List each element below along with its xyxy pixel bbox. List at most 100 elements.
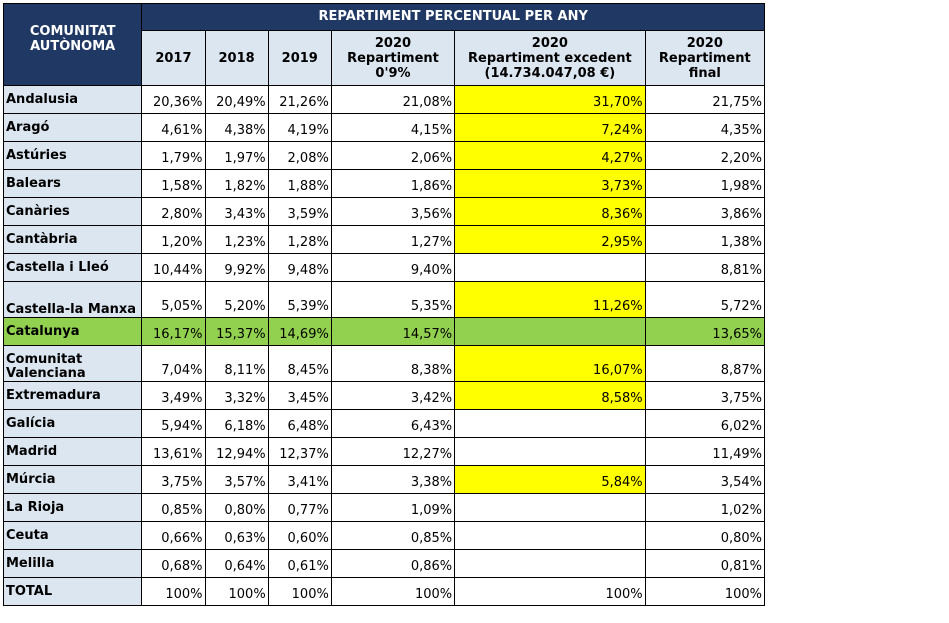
value-cell: 100%: [204, 577, 269, 606]
region-name: Cantàbria: [2, 225, 143, 254]
table-row: Castella-la Manxa 5,05% 5,20% 5,39% 5,35% 11,…: [2, 281, 766, 318]
region-name: Melilla: [2, 549, 143, 578]
value-cell: 4,15%: [330, 113, 456, 142]
value-cell: 5,20%: [204, 281, 269, 318]
value-cell: 4,27%: [454, 141, 646, 170]
value-cell: 5,84%: [454, 465, 646, 494]
value-cell: [454, 521, 646, 550]
value-cell: 0,86%: [330, 549, 456, 578]
value-cell: 13,61%: [141, 437, 206, 466]
value-cell: 4,38%: [204, 113, 269, 142]
value-cell: 2,20%: [644, 141, 766, 170]
column-header-line: 2020: [531, 35, 568, 51]
region-name: Catalunya: [2, 317, 143, 346]
value-cell: 1,28%: [267, 225, 332, 254]
value-cell: 1,97%: [204, 141, 269, 170]
value-cell: 0,80%: [644, 521, 766, 550]
table-row: Madrid 13,61% 12,94% 12,37% 12,27% 11,49%: [2, 437, 766, 466]
value-cell: 100%: [644, 577, 766, 606]
table-row: Andalusia 20,36% 20,49% 21,26% 21,08% 31,70% 2…: [2, 85, 766, 114]
value-cell: 4,61%: [141, 113, 206, 142]
region-name: Castella i Lleó: [2, 253, 143, 282]
value-cell: 5,72%: [644, 281, 766, 318]
value-cell: 5,35%: [330, 281, 456, 318]
value-cell: 13,65%: [644, 317, 766, 346]
value-cell: 1,88%: [267, 169, 332, 198]
column-header-3: 2020 Repartiment 0'9%: [330, 30, 456, 86]
value-cell: 1,09%: [330, 493, 456, 522]
value-cell: 9,48%: [267, 253, 332, 282]
table-row: Cantàbria 1,20% 1,23% 1,28% 1,27% 2,95% 1,38%: [2, 225, 766, 254]
value-cell: 3,75%: [141, 465, 206, 494]
value-cell: 8,38%: [330, 345, 456, 382]
table-row: La Rioja 0,85% 0,80% 0,77% 1,09% 1,02%: [2, 493, 766, 522]
value-cell: 3,86%: [644, 197, 766, 226]
region-name: Balears: [2, 169, 143, 198]
column-header-5: 2020 Repartiment final: [644, 30, 766, 86]
value-cell: 3,54%: [644, 465, 766, 494]
region-name: Galícia: [2, 409, 143, 438]
value-cell: 1,82%: [204, 169, 269, 198]
column-header-line: Repartiment: [347, 50, 439, 66]
value-cell: 20,36%: [141, 85, 206, 114]
column-header-0: 2017: [141, 30, 206, 86]
table-row: Astúries 1,79% 1,97% 2,08% 2,06% 4,27% 2,20%: [2, 141, 766, 170]
region-name: Ceuta: [2, 521, 143, 550]
value-cell: 6,02%: [644, 409, 766, 438]
column-header-line: 2020: [686, 35, 723, 51]
value-cell: 1,38%: [644, 225, 766, 254]
value-cell: [454, 437, 646, 466]
value-cell: 3,73%: [454, 169, 646, 198]
value-cell: 100%: [330, 577, 456, 606]
value-cell: 10,44%: [141, 253, 206, 282]
region-name: Múrcia: [2, 465, 143, 494]
table-row: Canàries 2,80% 3,43% 3,59% 3,56% 8,36% 3,86%: [2, 197, 766, 226]
region-name: Aragó: [2, 113, 143, 142]
table-row: Melilla 0,68% 0,64% 0,61% 0,86% 0,81%: [2, 549, 766, 578]
value-cell: 9,40%: [330, 253, 456, 282]
value-cell: [454, 317, 646, 346]
value-cell: 3,32%: [204, 381, 269, 410]
table-row: Comunitat Valenciana 7,04% 8,11% 8,45% 8,38%…: [2, 345, 766, 382]
region-name: Astúries: [2, 141, 143, 170]
value-cell: 8,11%: [204, 345, 269, 382]
region-name: TOTAL: [2, 577, 143, 606]
group-title: REPARTIMENT PERCENTUAL PER ANY: [141, 3, 765, 31]
value-cell: 0,81%: [644, 549, 766, 578]
value-cell: 0,61%: [267, 549, 332, 578]
column-header-line: 2019: [281, 50, 318, 66]
value-cell: 2,08%: [267, 141, 332, 170]
value-cell: 6,48%: [267, 409, 332, 438]
value-cell: 4,19%: [267, 113, 332, 142]
value-cell: 2,80%: [141, 197, 206, 226]
value-cell: 1,20%: [141, 225, 206, 254]
column-header-2: 2019: [267, 30, 332, 86]
value-cell: 3,59%: [267, 197, 332, 226]
value-cell: [454, 549, 646, 578]
value-cell: 8,81%: [644, 253, 766, 282]
value-cell: 0,68%: [141, 549, 206, 578]
value-cell: 1,98%: [644, 169, 766, 198]
region-name: La Rioja: [2, 493, 143, 522]
value-cell: 1,58%: [141, 169, 206, 198]
region-name: Castella-la Manxa: [2, 281, 143, 318]
value-cell: 3,49%: [141, 381, 206, 410]
value-cell: 1,86%: [330, 169, 456, 198]
value-cell: 3,41%: [267, 465, 332, 494]
value-cell: 21,08%: [330, 85, 456, 114]
value-cell: 3,43%: [204, 197, 269, 226]
table-row: Galícia 5,94% 6,18% 6,48% 6,43% 6,02%: [2, 409, 766, 438]
column-header-line: 2018: [218, 50, 255, 66]
column-header-line: (14.734.047,08 €): [484, 65, 616, 81]
value-cell: 21,75%: [644, 85, 766, 114]
value-cell: 0,63%: [204, 521, 269, 550]
value-cell: 100%: [267, 577, 332, 606]
region-name: Madrid: [2, 437, 143, 466]
table-row: Aragó 4,61% 4,38% 4,19% 4,15% 7,24% 4,35%: [2, 113, 766, 142]
value-cell: 0,80%: [204, 493, 269, 522]
value-cell: 15,37%: [204, 317, 269, 346]
value-cell: 4,35%: [644, 113, 766, 142]
value-cell: 8,58%: [454, 381, 646, 410]
value-cell: 2,95%: [454, 225, 646, 254]
value-cell: 12,94%: [204, 437, 269, 466]
